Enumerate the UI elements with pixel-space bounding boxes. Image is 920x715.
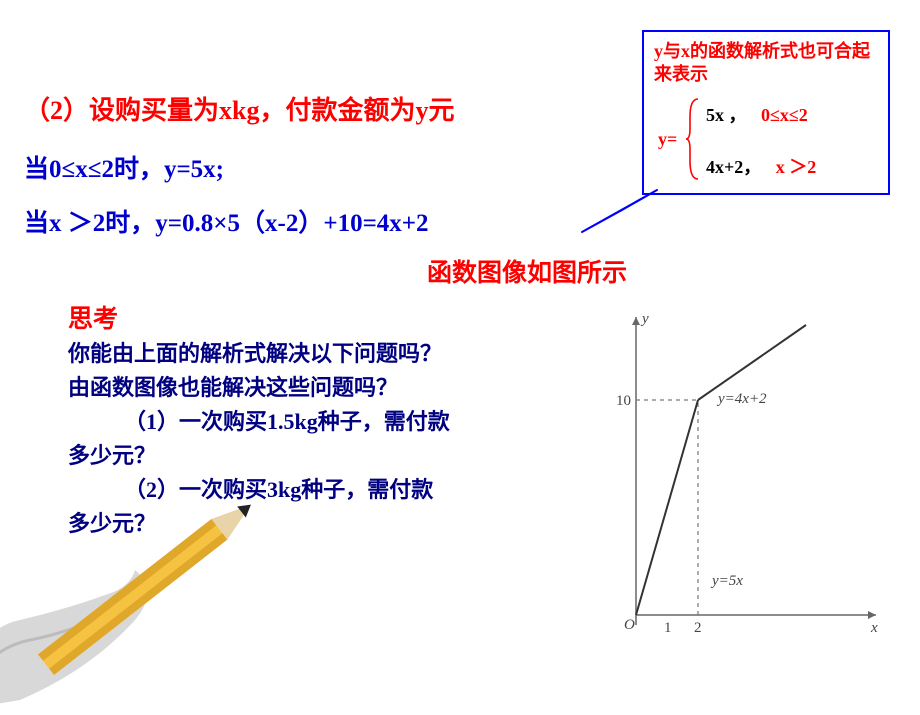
- question-intro-b: 由函数图像也能解决这些问题吗？: [68, 371, 584, 405]
- origin-label: O: [624, 617, 635, 633]
- question-1-b: 多少元？: [68, 439, 584, 473]
- function-graph: O 1 2 x 10 y y=4x+2 y=5x: [586, 305, 886, 645]
- think-block: 思考 你能由上面的解析式解决以下问题吗？ 由函数图像也能解决这些问题吗？ （1）…: [24, 299, 584, 542]
- y-axis-label: y: [640, 311, 649, 327]
- ytick-10: 10: [616, 393, 631, 409]
- question-2-a: （2）一次购买3kg种子，需付款: [68, 473, 584, 507]
- case-2-equation: 当x ＞2时，y=0.8×5（x-2）+10=4x+2: [24, 203, 890, 239]
- xtick-1: 1: [664, 620, 672, 636]
- question-2-b: 多少元？: [68, 507, 584, 541]
- graph-title: 函数图像如图所示: [164, 253, 890, 289]
- problem-setup: （2）设购买量为xkg，付款金额为y元: [24, 90, 890, 127]
- segment-label-1: y=5x: [710, 573, 743, 589]
- callout-title: y与x的函数解析式也可合起来表示: [654, 40, 878, 87]
- case-1-equation: 当0≤x≤2时，y=5x;: [24, 149, 890, 185]
- question-1-a: （1）一次购买1.5kg种子，需付款: [68, 405, 584, 439]
- segment-label-2: y=4x+2: [716, 391, 767, 407]
- question-intro-a: 你能由上面的解析式解决以下问题吗？: [68, 337, 584, 371]
- think-heading: 思考: [68, 299, 584, 335]
- x-axis-label: x: [870, 620, 878, 636]
- xtick-2: 2: [694, 620, 702, 636]
